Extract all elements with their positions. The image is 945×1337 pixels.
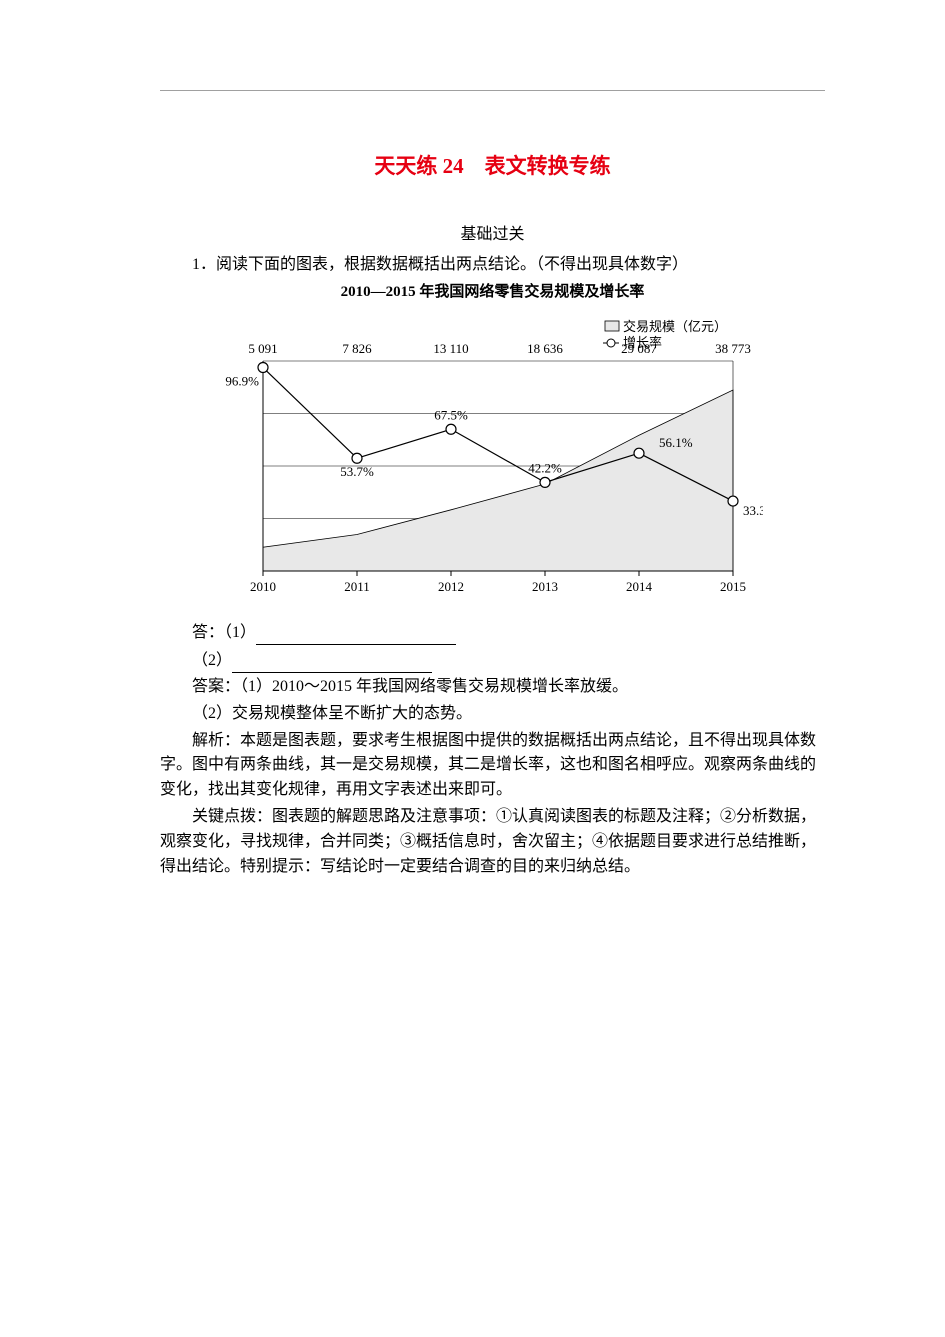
svg-text:42.2%: 42.2%: [528, 460, 562, 475]
document-page: 天天练 24 表文转换专练 基础过关 1．阅读下面的图表，根据数据概括出两点结论…: [0, 0, 945, 929]
svg-text:2015: 2015: [720, 579, 746, 594]
blank-1[interactable]: [256, 627, 456, 645]
svg-text:增长率: 增长率: [623, 335, 662, 350]
answer-prefix-2: （2）: [192, 652, 232, 669]
svg-text:交易规模（亿元）: 交易规模（亿元）: [623, 319, 727, 334]
answer-prefix-1: 答：（1）: [192, 624, 256, 641]
svg-text:53.7%: 53.7%: [340, 464, 374, 479]
explain-para-1: 解析：本题是图表题，要求考生根据图中提供的数据概括出两点结论，且不得出现具体数字…: [160, 729, 825, 803]
svg-text:18 636: 18 636: [527, 341, 563, 356]
answer-1-text: （1）2010～2015 年我国网络零售交易规模增长率放缓。: [240, 678, 628, 695]
section-subtitle: 基础过关: [160, 223, 825, 247]
svg-text:2014: 2014: [626, 579, 653, 594]
svg-text:96.9%: 96.9%: [225, 374, 259, 389]
svg-text:67.5%: 67.5%: [434, 407, 468, 422]
explain-para-2: 关键点拨：图表题的解题思路及注意事项：①认真阅读图表的标题及注释；②分析数据，观…: [160, 805, 825, 879]
answer-line-2: （2）交易规模整体呈不断扩大的态势。: [160, 702, 825, 727]
answer-blank-1: 答：（1）: [160, 621, 825, 645]
explain-1-text: 本题是图表题，要求考生根据图中提供的数据概括出两点结论，且不得出现具体数字。图中…: [160, 732, 816, 799]
svg-text:33.3%: 33.3%: [743, 503, 763, 518]
chart-svg: 2010 2011 2012 2013 2014 2015 5 091 7 826 13 110…: [223, 311, 763, 611]
question-1: 1．阅读下面的图表，根据数据概括出两点结论。（不得出现具体数字）: [160, 253, 825, 277]
svg-text:5 091: 5 091: [248, 341, 277, 356]
answer-prefix: 答案：: [192, 678, 240, 695]
blank-2[interactable]: [232, 655, 432, 673]
answer-line-1: 答案：（1）2010～2015 年我国网络零售交易规模增长率放缓。: [160, 675, 825, 700]
explain-prefix: 解析：: [192, 732, 240, 749]
chart-container: 2010 2011 2012 2013 2014 2015 5 091 7 826 13 110…: [213, 311, 773, 611]
svg-text:38 773: 38 773: [715, 341, 751, 356]
top-rule: [160, 90, 825, 91]
svg-text:2010: 2010: [250, 579, 276, 594]
svg-text:2011: 2011: [344, 579, 370, 594]
svg-text:2012: 2012: [438, 579, 464, 594]
page-title: 天天练 24 表文转换专练: [160, 151, 825, 183]
svg-text:2013: 2013: [532, 579, 558, 594]
svg-text:56.1%: 56.1%: [659, 435, 693, 450]
svg-text:13 110: 13 110: [433, 341, 468, 356]
svg-text:7 826: 7 826: [342, 341, 372, 356]
answer-blank-2: （2）: [160, 649, 825, 673]
chart-title: 2010—2015 年我国网络零售交易规模及增长率: [160, 281, 825, 304]
